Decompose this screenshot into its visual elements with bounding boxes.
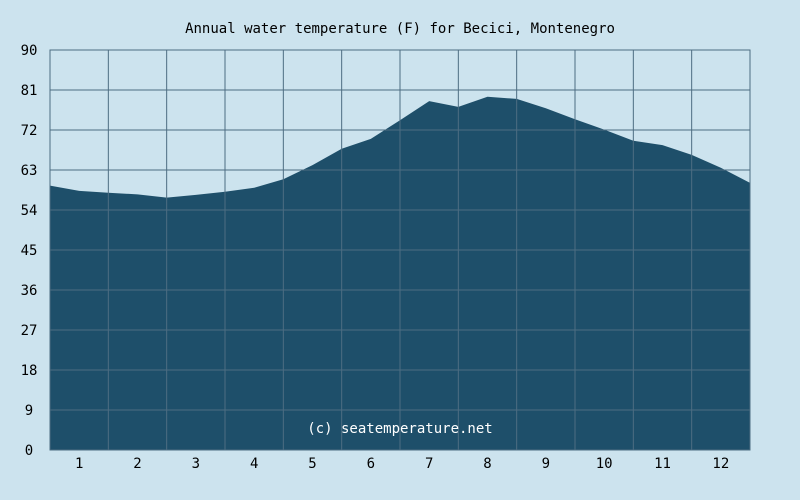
- x-tick-label: 4: [250, 456, 258, 472]
- x-tick-label: 5: [308, 456, 316, 472]
- y-tick-label: 9: [25, 403, 33, 419]
- x-tick-label: 2: [133, 456, 141, 472]
- y-tick-label: 36: [21, 283, 38, 299]
- x-tick-label: 12: [712, 456, 729, 472]
- x-tick-label: 3: [192, 456, 200, 472]
- y-tick-label: 45: [21, 243, 38, 259]
- y-tick-label: 54: [21, 203, 38, 219]
- chart-title: Annual water temperature (F) for Becici,…: [185, 21, 615, 37]
- x-tick-label: 11: [654, 456, 671, 472]
- y-tick-label: 27: [21, 323, 38, 339]
- x-tick-label: 10: [596, 456, 613, 472]
- y-tick-label: 90: [21, 43, 38, 59]
- y-tick-label: 63: [21, 163, 38, 179]
- x-tick-label: 7: [425, 456, 433, 472]
- watermark-text: (c) seatemperature.net: [307, 421, 492, 437]
- x-tick-label: 1: [75, 456, 83, 472]
- x-tick-label: 9: [542, 456, 550, 472]
- x-tick-label: 6: [367, 456, 375, 472]
- y-tick-label: 18: [21, 363, 38, 379]
- y-tick-label: 72: [21, 123, 38, 139]
- y-tick-label: 81: [21, 83, 38, 99]
- y-tick-label: 0: [25, 443, 33, 459]
- x-tick-label: 8: [483, 456, 491, 472]
- plot-border: [49, 49, 751, 451]
